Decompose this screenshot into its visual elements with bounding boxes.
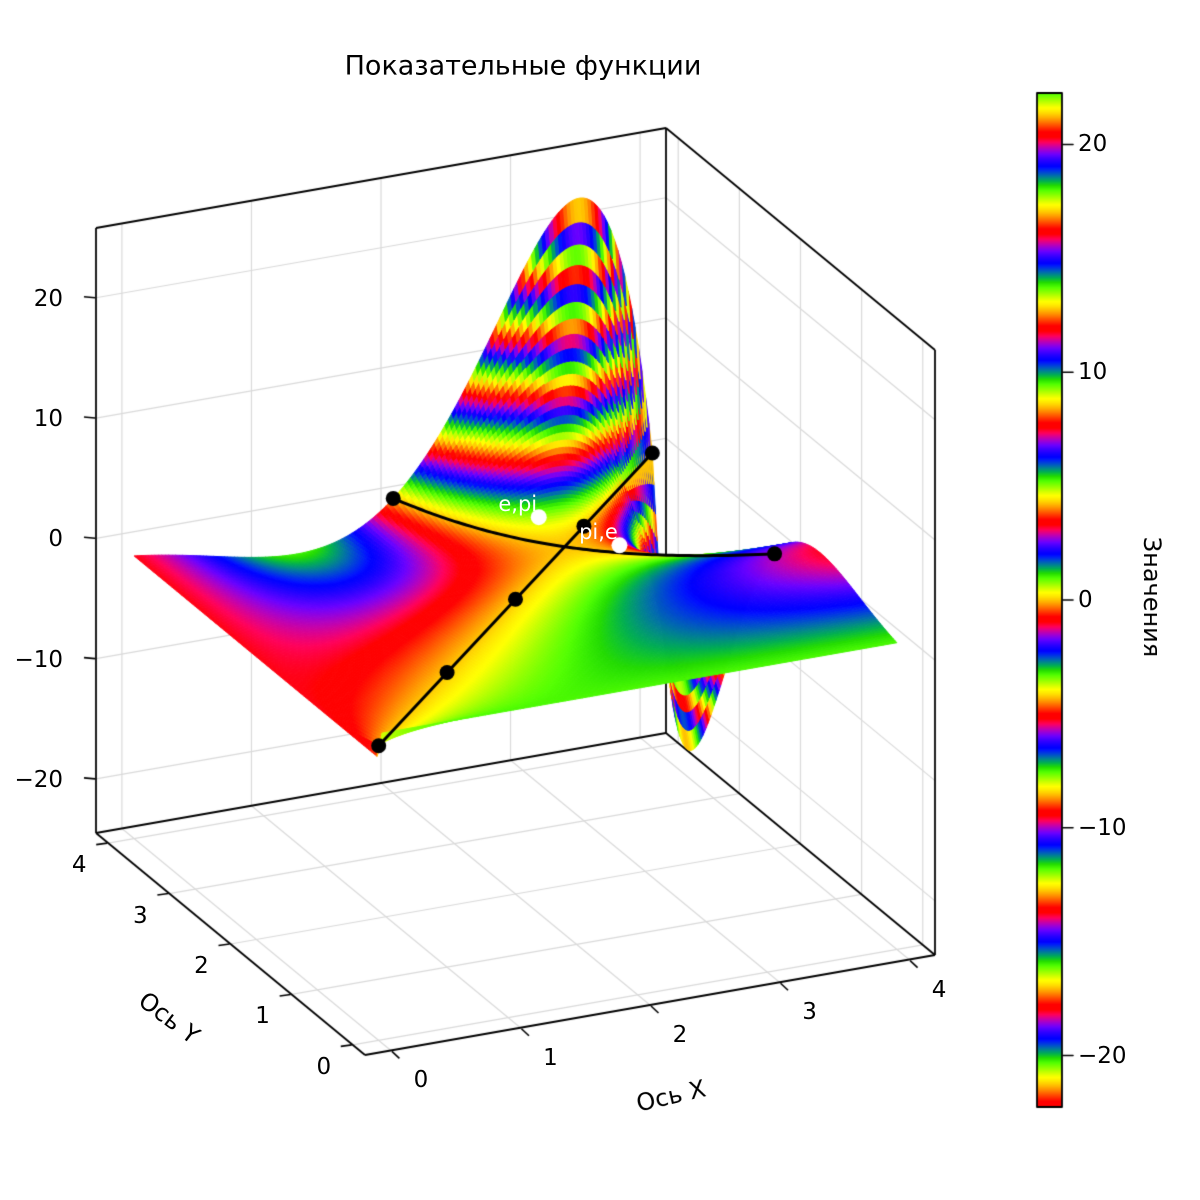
- z-tick-label: −10: [14, 646, 63, 673]
- y-tick-label: 1: [255, 1003, 270, 1030]
- x-tick-label: 1: [543, 1044, 558, 1071]
- x-tick-label: 0: [413, 1067, 429, 1094]
- plot-title: Показательные функции: [344, 50, 702, 82]
- colorbar-tick-label: 0: [1078, 587, 1093, 613]
- y-tick-label: 3: [133, 902, 148, 929]
- colorbar-tick-label: 20: [1078, 131, 1108, 158]
- x-tick-label: 2: [672, 1022, 688, 1048]
- y-tick-label: 4: [71, 852, 87, 879]
- annotation-e-pi: e,pi: [498, 492, 538, 517]
- x-tick-label: 4: [931, 976, 947, 1003]
- annotation-pi-e: pi,e: [579, 520, 618, 545]
- z-tick-label: −20: [14, 766, 63, 793]
- z-tick-label: 10: [33, 406, 63, 433]
- colorbar-tick-label: −20: [1078, 1042, 1127, 1069]
- colorbar-tick-label: −10: [1078, 814, 1127, 841]
- colorbar-label: Значения: [1138, 536, 1166, 658]
- z-tick-label: 20: [33, 285, 63, 312]
- y-tick-label: 0: [316, 1053, 332, 1080]
- y-tick-label: 2: [194, 952, 209, 979]
- z-tick-label: 0: [48, 526, 63, 553]
- x-tick-label: 3: [802, 999, 817, 1026]
- colorbar-tick-label: 10: [1078, 359, 1108, 386]
